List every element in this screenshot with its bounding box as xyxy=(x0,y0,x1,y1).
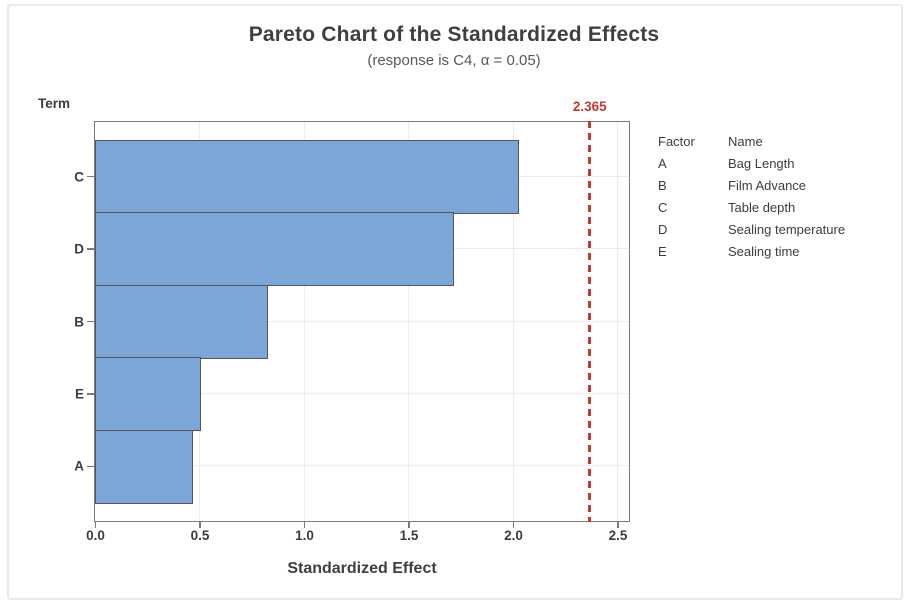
bar-B xyxy=(95,284,268,359)
gridline-term-E xyxy=(95,392,629,394)
y-tick-C xyxy=(87,175,94,178)
legend-factor-B: B xyxy=(658,178,667,193)
reference-line-label: 2.365 xyxy=(572,99,607,114)
x-tick-label-0.5: 0.5 xyxy=(190,528,210,543)
legend-name-E: Sealing time xyxy=(728,244,800,259)
y-tick-E xyxy=(87,393,94,395)
chart-title: Pareto Chart of the Standardized Effects xyxy=(248,23,660,46)
x-tick-1.5 xyxy=(408,522,410,528)
legend-name-A: Bag Length xyxy=(728,156,795,171)
x-tick-0.5 xyxy=(199,522,201,528)
y-tick-label-D: D xyxy=(74,241,84,257)
y-tick-B xyxy=(87,320,94,323)
y-tick-label-C: C xyxy=(74,169,84,185)
legend-row-E: E Sealing time xyxy=(658,241,845,263)
x-tick-label-2.0: 2.0 xyxy=(504,528,523,543)
y-tick-A xyxy=(87,465,94,468)
x-tick-label-0.0: 0.0 xyxy=(86,528,105,543)
x-tick-label-1.5: 1.5 xyxy=(399,528,419,543)
bar-E xyxy=(95,357,202,432)
legend-row-D: D Sealing temperature xyxy=(658,219,845,241)
gridline-x-2.5 xyxy=(617,122,618,521)
y-tick-label-B: B xyxy=(74,314,84,329)
gridline-x-1 xyxy=(303,122,305,521)
x-tick-0.0 xyxy=(94,522,97,528)
y-tick-label-A: A xyxy=(74,458,84,474)
plot-area xyxy=(94,121,630,522)
x-tick-1.0 xyxy=(303,522,306,528)
legend-name-C: Table depth xyxy=(728,200,796,215)
gridline-term-A xyxy=(95,465,629,467)
x-tick-2.5 xyxy=(617,522,619,528)
bar-A xyxy=(95,429,193,504)
legend-factor-E: E xyxy=(658,244,667,259)
legend-row-C: C Table depth xyxy=(658,197,845,219)
legend-name-B: Film Advance xyxy=(728,178,807,193)
legend-header-factor: Factor xyxy=(658,134,695,149)
legend-factor-D: D xyxy=(658,222,668,237)
legend-name-D: Sealing temperature xyxy=(728,222,846,237)
legend-row-A: A Bag Length xyxy=(658,153,845,175)
x-tick-label-2.5: 2.5 xyxy=(608,528,628,543)
gridline-x-1.5 xyxy=(408,122,409,521)
x-tick-2.0 xyxy=(512,522,515,528)
bar-C xyxy=(95,140,519,214)
factor-legend: Factor Name A Bag Length B Film Advance C Tab… xyxy=(658,131,845,263)
x-tick-label-1.0: 1.0 xyxy=(295,528,314,543)
y-tick-D xyxy=(87,248,94,250)
legend-header-row: Factor Name xyxy=(658,131,845,153)
reference-line xyxy=(588,121,592,522)
legend-header-name: Name xyxy=(728,134,763,149)
legend-factor-A: A xyxy=(658,156,667,171)
legend-row-B: B Film Advance xyxy=(658,175,845,197)
y-axis-title: Term xyxy=(38,96,71,111)
gridline-x-2 xyxy=(512,122,514,521)
bar-D xyxy=(95,212,454,287)
x-axis-title: Standardized Effect xyxy=(287,560,437,577)
chart-subtitle: (response is C4, α = 0.05) xyxy=(367,52,541,69)
y-tick-label-E: E xyxy=(74,386,84,402)
gridline-term-B xyxy=(95,320,629,322)
legend-factor-C: C xyxy=(658,200,668,215)
